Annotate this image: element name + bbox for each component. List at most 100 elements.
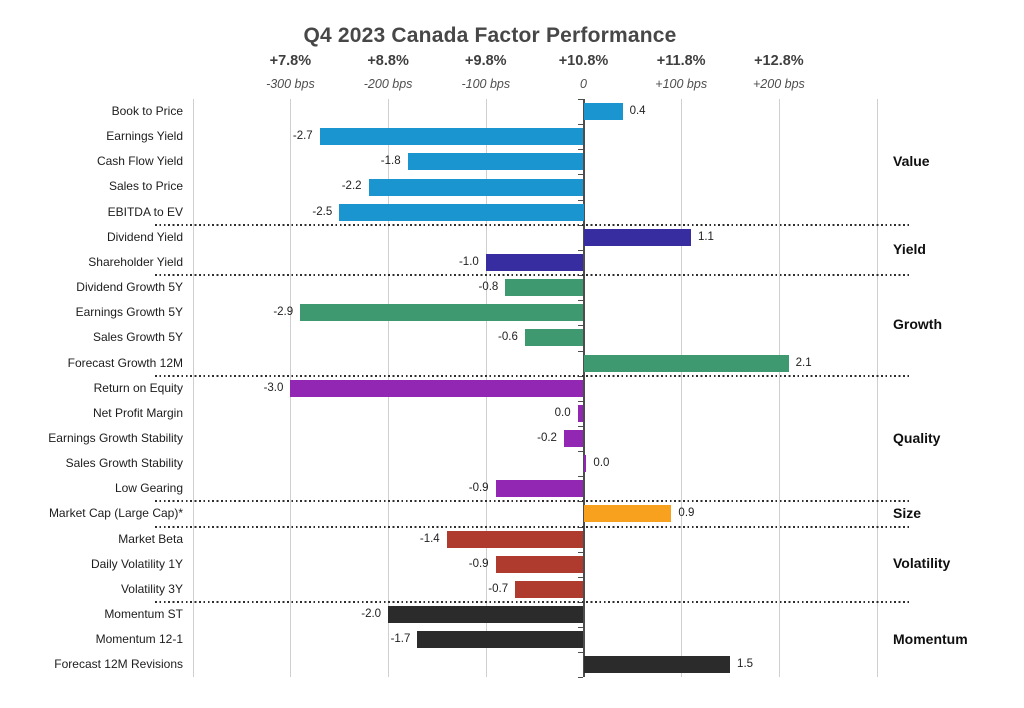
- zero-axis-tick: [577, 551, 583, 553]
- axis-top-tick-label: +10.8%: [558, 53, 609, 69]
- value-label-daily-volatility-1y: -0.9: [468, 557, 489, 570]
- value-label-earnings-yield: -2.7: [292, 130, 313, 143]
- bar-shareholder-yield: [485, 253, 584, 271]
- category-label-market-cap-large-cap: Market Cap (Large Cap)*: [48, 506, 183, 521]
- bar-sales-growth-stability: [583, 455, 587, 473]
- zero-axis-tick: [577, 325, 583, 327]
- axis-bottom-tick-label: 0: [580, 77, 587, 91]
- zero-axis-tick: [577, 627, 583, 629]
- value-label-momentum-12-1: -1.7: [390, 633, 411, 646]
- bar-earnings-yield: [319, 128, 584, 146]
- bar-ebitda-to-ev: [339, 203, 584, 221]
- bar-earnings-growth-5y: [300, 304, 584, 322]
- bar-cash-flow-yield: [407, 153, 584, 171]
- category-label-book-to-price: Book to Price: [111, 104, 183, 118]
- zero-axis-tick: [577, 400, 583, 402]
- group-label-momentum: Momentum: [893, 630, 968, 647]
- zero-axis-tick: [577, 677, 583, 679]
- axis-bottom-tick-label: +200 bps: [752, 77, 805, 91]
- category-label-dividend-yield: Dividend Yield: [106, 229, 183, 244]
- bar-forecast-growth-12m: [583, 354, 789, 372]
- category-label-ebitda-to-ev: EBITDA to EV: [107, 204, 183, 219]
- value-label-momentum-st: -2.0: [361, 608, 382, 620]
- zero-axis-tick: [577, 350, 583, 352]
- value-label-forecast-12m-revisions: 1.5: [737, 658, 754, 671]
- value-label-return-on-equity: -3.0: [263, 381, 284, 394]
- value-label-dividend-yield: 1.1: [697, 230, 714, 243]
- category-label-forecast-12m-revisions: Forecast 12M Revisions: [54, 657, 183, 672]
- value-label-sales-growth-stability: 0.0: [593, 457, 610, 470]
- chart-title: Q4 2023 Canada Factor Performance: [303, 24, 677, 47]
- value-label-dividend-growth-5y: -0.8: [478, 281, 499, 294]
- category-label-earnings-yield: Earnings Yield: [106, 129, 183, 144]
- group-label-volatility: Volatility: [893, 555, 951, 572]
- value-label-volatility-3y: -0.7: [488, 582, 509, 595]
- zero-axis-tick: [577, 300, 583, 302]
- zero-axis-tick: [577, 124, 583, 126]
- axis-bottom-tick-label: -100 bps: [461, 77, 511, 91]
- category-label-market-beta: Market Beta: [118, 531, 183, 546]
- zero-axis-tick: [577, 99, 583, 100]
- zero-axis-tick: [577, 425, 583, 427]
- category-label-low-gearing: Low Gearing: [114, 481, 183, 496]
- zero-axis-tick: [577, 476, 583, 478]
- group-label-value: Value: [893, 152, 930, 169]
- axis-top-tick-label: +11.8%: [656, 53, 706, 69]
- zero-axis-line: [582, 99, 585, 678]
- bar-earnings-growth-stability: [563, 430, 584, 448]
- zero-axis-tick: [577, 174, 583, 176]
- bar-dividend-yield: [583, 228, 691, 246]
- value-label-cash-flow-yield: -1.8: [380, 155, 401, 168]
- bar-momentum-12-1: [417, 631, 584, 649]
- value-label-market-cap-large-cap: 0.9: [678, 507, 695, 520]
- bar-momentum-st: [388, 606, 584, 624]
- value-label-forecast-growth-12m: 2.1: [795, 356, 812, 369]
- bar-low-gearing: [495, 480, 584, 498]
- group-label-yield: Yield: [893, 240, 926, 257]
- bar-daily-volatility-1y: [495, 555, 584, 573]
- value-label-ebitda-to-ev: -2.5: [312, 205, 333, 218]
- bar-market-beta: [446, 530, 584, 548]
- value-label-low-gearing: -0.9: [468, 482, 489, 495]
- zero-axis-tick: [577, 576, 583, 578]
- axis-top-tick-label: +8.8%: [367, 53, 409, 69]
- group-separator: [155, 374, 912, 377]
- category-label-earnings-growth-5y: Earnings Growth 5Y: [75, 305, 183, 320]
- zero-axis-tick: [577, 249, 583, 251]
- bar-book-to-price: [583, 103, 623, 121]
- category-label-momentum-12-1: Momentum 12-1: [95, 632, 183, 647]
- gridline: [876, 99, 878, 678]
- axis-top-tick-label: +7.8%: [269, 53, 312, 69]
- category-label-daily-volatility-1y: Daily Volatility 1Y: [90, 556, 183, 571]
- zero-axis-tick: [577, 451, 583, 453]
- category-label-cash-flow-yield: Cash Flow Yield: [96, 154, 183, 169]
- category-label-dividend-growth-5y: Dividend Growth 5Y: [76, 280, 183, 295]
- gridline: [778, 99, 780, 678]
- axis-bottom-tick-label: +100 bps: [655, 77, 708, 91]
- gridline: [681, 99, 683, 678]
- group-label-quality: Quality: [893, 429, 941, 446]
- bar-market-cap-large-cap: [583, 505, 672, 523]
- category-label-return-on-equity: Return on Equity: [93, 380, 183, 395]
- value-label-net-profit-margin: 0.0: [554, 406, 571, 419]
- zero-axis-tick: [577, 149, 583, 151]
- gridline: [192, 99, 194, 678]
- bar-volatility-3y: [515, 580, 584, 598]
- value-label-sales-growth-5y: -0.6: [498, 331, 518, 344]
- value-label-earnings-growth-5y: -2.9: [273, 306, 294, 319]
- zero-axis-tick: [577, 652, 583, 654]
- group-separator: [155, 500, 912, 503]
- category-label-momentum-st: Momentum ST: [104, 607, 183, 621]
- value-label-book-to-price: 0.4: [629, 105, 646, 117]
- value-label-sales-to-price: -2.2: [341, 180, 362, 193]
- bar-return-on-equity: [290, 379, 584, 397]
- group-separator: [155, 601, 912, 603]
- value-label-earnings-growth-stability: -0.2: [537, 431, 557, 444]
- category-label-sales-growth-stability: Sales Growth Stability: [65, 456, 183, 471]
- category-label-earnings-growth-stability: Earnings Growth Stability: [48, 430, 183, 445]
- bar-net-profit-margin: [577, 404, 584, 422]
- bar-forecast-12m-revisions: [583, 656, 731, 674]
- category-label-sales-growth-5y: Sales Growth 5Y: [92, 330, 183, 345]
- axis-top-tick-label: +12.8%: [754, 53, 804, 69]
